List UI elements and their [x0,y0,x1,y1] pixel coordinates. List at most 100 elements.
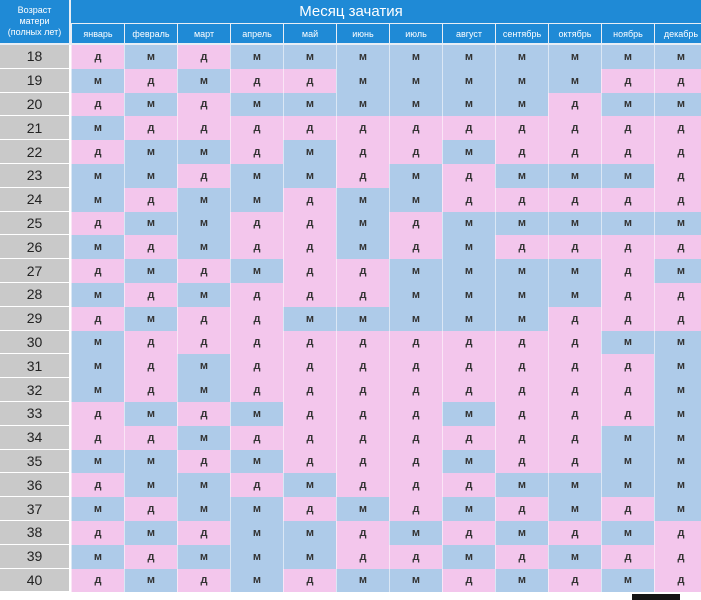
table-cell: м [336,68,389,93]
age-cell: 21 [0,116,71,141]
table-cell: д [336,402,389,426]
table-cell: д [71,473,124,498]
month-column-header: июль [389,24,442,45]
table-cell: м [495,521,548,545]
table-cell: д [336,449,389,474]
table-cell: м [177,378,230,402]
table-cell: д [177,259,230,283]
age-column-label: Возраст матери (полных лет) [7,5,62,37]
table-cell: д [283,211,336,236]
table-cell: м [71,544,124,569]
table-cell: д [124,378,177,402]
table-cell: д [283,568,336,593]
table-cell: д [230,211,283,236]
table-cell: м [230,568,283,593]
table-cell: м [71,449,124,474]
table-cell: м [71,164,124,188]
table-cell: м [442,45,495,69]
table-cell: м [177,473,230,498]
table-cell: д [177,568,230,593]
table-cell: д [230,425,283,450]
table-cell: д [548,330,601,355]
table-cell: д [283,283,336,307]
table-cell: м [654,402,701,426]
table-cell: д [601,306,654,331]
table-cell: д [601,187,654,212]
table-cell: д [442,568,495,593]
table-cell: д [283,187,336,212]
table-cell: м [71,283,124,307]
table-cell: д [283,235,336,260]
table-cell: д [336,544,389,569]
age-cell: 35 [0,449,71,474]
table-cell: м [71,330,124,355]
table-cell: м [71,497,124,521]
table-cell: м [177,140,230,164]
table-cell: д [442,425,495,450]
month-column-header: июнь [336,24,389,45]
table-cell: д [283,259,336,283]
table-cell: д [654,306,701,331]
table-cell: д [495,378,548,402]
table-cell: м [654,259,701,283]
table-cell: д [548,235,601,260]
age-cell: 36 [0,473,71,498]
table-cell: д [654,568,701,593]
table-cell: д [548,425,601,450]
age-cell: 18 [0,45,71,69]
table-cell: м [230,497,283,521]
table-cell: м [495,283,548,307]
table-cell: д [336,283,389,307]
table-cell: д [495,544,548,569]
table-cell: м [442,259,495,283]
table-cell: м [442,68,495,93]
table-cell: м [442,449,495,474]
table-cell: д [230,473,283,498]
table-cell: д [230,306,283,331]
table-cell: м [601,568,654,593]
age-cell: 32 [0,378,71,402]
age-cell: 19 [0,68,71,93]
age-cell: 22 [0,140,71,164]
table-cell: м [124,306,177,331]
table-cell: д [177,449,230,474]
table-cell: м [389,164,442,188]
table-cell: д [336,521,389,545]
table-cell: м [442,306,495,331]
table-cell: м [495,164,548,188]
table-cell: м [601,425,654,450]
age-cell: 38 [0,521,71,545]
age-cell: 34 [0,425,71,450]
table-cell: м [283,521,336,545]
table-cell: м [71,354,124,379]
table-cell: м [601,330,654,355]
table-cell: м [548,259,601,283]
table-cell: м [389,187,442,212]
table-cell: д [389,211,442,236]
table-cell: м [548,45,601,69]
age-cell: 33 [0,402,71,426]
table-cell: д [71,568,124,593]
table-cell: м [177,425,230,450]
table-cell: д [442,164,495,188]
table-cell: д [336,140,389,164]
age-cell: 30 [0,330,71,355]
table-cell: д [601,116,654,141]
month-column-header: август [442,24,495,45]
table-cell: м [124,402,177,426]
table-cell: м [336,211,389,236]
table-cell: д [177,521,230,545]
table-cell: д [283,68,336,93]
table-cell: м [654,354,701,379]
table-cell: д [548,378,601,402]
month-column-header: ноябрь [601,24,654,45]
table-cell: д [548,187,601,212]
table-cell: д [230,116,283,141]
table-cell: д [442,330,495,355]
table-cell: д [124,283,177,307]
table-cell: м [336,568,389,593]
table-cell: д [548,521,601,545]
table-cell: д [389,140,442,164]
table-cell: д [548,402,601,426]
table-cell: м [283,473,336,498]
